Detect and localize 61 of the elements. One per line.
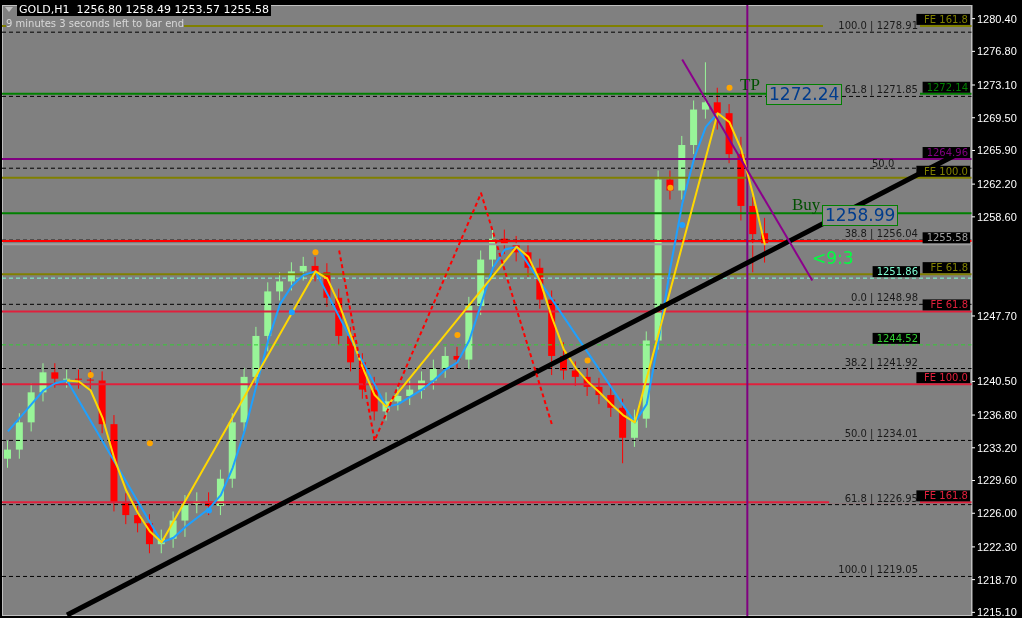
y-tick-label: 1276.80: [977, 45, 1017, 58]
annotation: 9 minutes 3 seconds left to bar end: [6, 18, 184, 29]
point: [146, 440, 153, 447]
y-tick-label: 1233.20: [977, 441, 1017, 454]
candlestick: [181, 494, 189, 538]
point: [679, 222, 686, 229]
y-tick-label: 1265.90: [977, 144, 1017, 157]
point: [206, 507, 213, 514]
ref-line-label: FE 61.8: [930, 262, 968, 274]
y-tick-label: 1273.10: [977, 78, 1017, 91]
y-tick-label: 1247.70: [977, 309, 1017, 322]
point: [726, 84, 733, 91]
ref-line-label: 100.0 | 1219.05: [838, 564, 918, 577]
ref-line-label: FE 100.0: [924, 165, 968, 177]
ref-line-label: FE 100.0: [924, 372, 968, 384]
ref-line-label: FE 161.8: [924, 490, 968, 502]
ref-line-label: 38.2 | 1241.92: [844, 356, 918, 369]
point: [454, 332, 461, 339]
candlestick: [701, 61, 709, 120]
chart-title: GOLD,H1 1256.80 1258.49 1253.57 1255.58: [17, 3, 271, 16]
annotation: 1258.99: [822, 205, 899, 226]
ref-line-label: 100.0 | 1278.91: [838, 20, 918, 33]
y-tick-label: 1215.10: [977, 606, 1017, 618]
y-tick-label: 1280.40: [977, 12, 1017, 25]
candlestick: [122, 492, 130, 525]
y-tick-label: 1229.60: [977, 474, 1017, 487]
ref-line-label: 1264.96: [926, 147, 968, 159]
point: [312, 249, 319, 256]
y-tick-label: 1222.30: [977, 540, 1017, 553]
ref-line-label: 1251.86: [876, 266, 918, 278]
ref-line-label: 1255.58: [926, 232, 968, 244]
annotation: Buy: [792, 195, 821, 215]
ref-line-label: 50.0 | 1234.01: [844, 428, 918, 441]
candlestick: [51, 362, 59, 389]
y-tick-label: 1236.80: [977, 408, 1017, 421]
ref-line-label: 1272.14: [926, 81, 968, 93]
ref-line-label: FE 61.8: [930, 299, 968, 311]
annotation: <9:3: [812, 248, 854, 268]
y-tick-label: 1226.00: [977, 507, 1017, 520]
candlestick: [441, 346, 449, 379]
point: [584, 357, 591, 364]
y-tick-label: 1218.70: [977, 573, 1017, 586]
candlestick: [86, 370, 94, 391]
annotation: 1272.24: [766, 84, 843, 105]
candlestick: [276, 271, 284, 301]
candlestick: [4, 440, 11, 469]
candlestick: [74, 369, 82, 390]
ref-line-label: 0.0 | 1248.98: [851, 292, 918, 305]
ref-line-label: FE 161.8: [924, 13, 968, 25]
y-tick-label: 1258.60: [977, 210, 1017, 223]
ref-line-label: 61.8 | 1271.85: [844, 84, 918, 97]
ref-line-label: 1244.52: [876, 332, 918, 344]
y-tick-label: 1262.20: [977, 178, 1017, 191]
y-tick-label: 1240.50: [977, 375, 1017, 388]
annotation: 50.0: [872, 158, 895, 169]
candlestick: [63, 369, 71, 389]
point: [87, 372, 94, 379]
y-tick-label: 1269.50: [977, 111, 1017, 124]
ref-line-label: 38.8 | 1256.04: [844, 228, 918, 241]
point: [288, 309, 295, 316]
candlestick: [299, 256, 307, 281]
